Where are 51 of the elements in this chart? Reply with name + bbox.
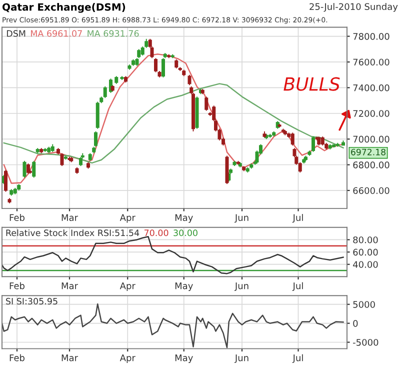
text: 25-Jul-2010 Sunday — [310, 3, 398, 12]
legend-title: DSM — [7, 30, 26, 37]
x-tick-label: Jul — [292, 282, 303, 291]
x-tick-label: Jul — [292, 214, 303, 223]
candlestick — [311, 136, 316, 152]
line-series — [3, 54, 344, 184]
y-tick-label: 60.00 — [353, 248, 378, 256]
y-tick-label: 7400.00 — [353, 84, 390, 92]
x-tick-label: Apr — [120, 214, 136, 223]
candlestick — [188, 74, 192, 86]
x-tick-label: Jun — [234, 282, 248, 291]
y-tick-label: 5000 — [353, 301, 375, 308]
text: MA 6931.76 — [88, 30, 139, 37]
x-tick-label: Feb — [10, 214, 24, 221]
text: MA 6961.07 — [31, 30, 82, 37]
x-tick-label: Jun — [234, 214, 248, 223]
candlestick — [204, 96, 208, 112]
chart-title: Relative Stock Index RSI:51.54 — [6, 229, 140, 236]
candlestick — [32, 160, 36, 178]
line-series — [2, 236, 344, 274]
chart-title: SI SI:305.95 — [6, 298, 58, 305]
y-tick-label: 80.00 — [353, 236, 378, 244]
x-tick-label: May — [175, 354, 193, 363]
chart-title: Qatar Exchange(DSM) — [2, 3, 126, 13]
candlestick — [290, 132, 294, 146]
x-tick-label: Mar — [62, 214, 78, 221]
x-tick-label: Jul — [292, 354, 303, 363]
line-series — [2, 303, 344, 348]
x-tick-label: Feb — [10, 282, 24, 290]
x-tick-label: Mar — [62, 282, 78, 290]
y-tick-label: 6600.00 — [353, 187, 390, 194]
y-tick-label: 0 — [353, 320, 358, 327]
x-tick-label: May — [175, 282, 193, 291]
ref-line-label: 30.00 — [174, 230, 198, 236]
y-tick-label: 7800.00 — [353, 33, 390, 40]
candlestick — [22, 160, 26, 178]
y-tick-label: 7200.00 — [353, 110, 390, 117]
text: 6972.18 — [351, 148, 386, 156]
x-tick-label: Jun — [234, 354, 248, 363]
annotation: BULLS — [284, 77, 340, 91]
y-tick-label: 6800.00 — [353, 161, 390, 168]
x-tick-label: Apr — [120, 354, 136, 363]
y-tick-label: 7000.00 — [353, 136, 390, 143]
x-tick-label: May — [175, 214, 193, 223]
ref-line-label: 70.00 — [144, 230, 168, 236]
y-tick-label: -5000 — [352, 338, 378, 346]
x-tick-label: Feb — [10, 354, 24, 362]
x-tick-label: Apr — [120, 282, 136, 291]
y-tick-label: 7600.00 — [353, 58, 390, 66]
y-tick-label: 40.00 — [352, 261, 378, 268]
x-tick-label: Mar — [62, 354, 78, 362]
